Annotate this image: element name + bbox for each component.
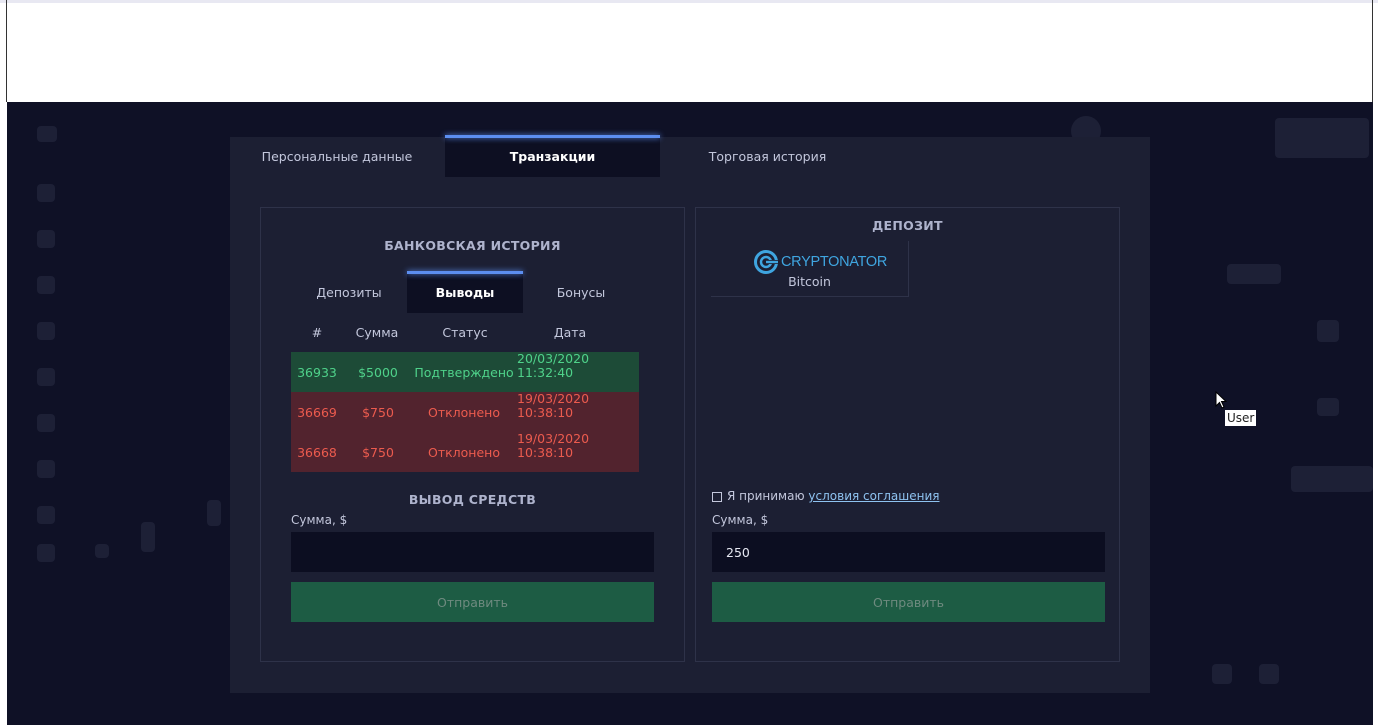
bg-sidebar-icon-5 (37, 368, 55, 386)
agree-text: Я принимаю (727, 489, 805, 503)
row-id: 36668 (297, 444, 337, 460)
column-header-amount: Сумма (355, 325, 399, 340)
subtab-deposits[interactable]: Депозиты (316, 285, 382, 300)
window-edge-left (6, 0, 7, 102)
deposit-amount-input[interactable] (712, 532, 1105, 572)
top-strip (0, 0, 1378, 3)
bg-chart-mark-2 (141, 522, 155, 552)
withdraw-amount-label: Сумма, $ (291, 513, 348, 527)
subtab-bonuses[interactable]: Бонусы (556, 285, 606, 300)
row-date-time: 11:32:40 (517, 365, 574, 380)
deposit-submit-button[interactable]: Отправить (712, 582, 1105, 622)
tab-personal-data[interactable]: Персональные данные (261, 149, 413, 164)
table-row: 36668 $750 Отклонено 19/03/2020 10:38:10 (291, 432, 639, 472)
bg-header-button (1275, 118, 1369, 158)
row-date-day: 19/03/2020 (517, 391, 590, 406)
row-date-day: 19/03/2020 (517, 431, 590, 446)
row-id: 36933 (297, 364, 337, 380)
row-id: 36669 (297, 404, 337, 420)
cryptonator-icon (754, 250, 779, 274)
column-header-status: Статус (442, 325, 488, 340)
window-edge-right (1372, 0, 1373, 102)
table-row: 36933 $5000 Подтверждено 20/03/2020 11:3… (291, 352, 639, 392)
row-status: Отклонено (428, 404, 500, 420)
deposit-amount-label: Сумма, $ (712, 513, 769, 527)
window-edge (1373, 102, 1378, 725)
agree-label: Я принимаю условия соглашения (727, 489, 940, 503)
bg-sidebar-icon-2 (37, 230, 55, 248)
cryptonator-logo: CRYPTONATOR (753, 249, 887, 275)
bg-sidebar-icon-6 (37, 414, 55, 432)
bg-bottom-icon-2 (1259, 664, 1279, 684)
bg-right-icon-1 (1317, 320, 1339, 342)
row-amount: $5000 (358, 364, 398, 380)
cryptonator-logo-text: CRYPTONATOR (781, 254, 888, 270)
row-date-time: 10:38:10 (517, 445, 574, 460)
bg-sidebar-icon-1 (37, 184, 55, 202)
bg-menu-icon (37, 126, 57, 142)
browser-top-area (0, 0, 1378, 102)
row-date: 19/03/2020 10:38:10 (517, 392, 627, 432)
row-amount: $750 (362, 404, 394, 420)
column-header-date: Дата (553, 325, 587, 340)
bg-sidebar-icon-8 (37, 506, 55, 524)
bg-chart-mark-1 (95, 544, 109, 558)
payment-method-name: Bitcoin (788, 274, 831, 289)
row-date: 19/03/2020 10:38:10 (517, 432, 627, 472)
agree-checkbox[interactable] (712, 492, 722, 502)
row-status: Подтверждено (414, 364, 514, 380)
account-modal: Персональные данные Транзакции Торговая … (230, 135, 1150, 693)
bg-sidebar-icon-4 (37, 322, 55, 340)
deposit-panel: ДЕПОЗИТ CRYPTONATOR Bitcoin Я принимаю у… (695, 207, 1120, 662)
mouse-cursor-icon (1215, 391, 1227, 409)
bg-price-tag (1227, 264, 1281, 284)
row-status: Отклонено (428, 444, 500, 460)
agreement-terms-link[interactable]: условия соглашения (808, 489, 940, 503)
withdraw-amount-input[interactable] (291, 532, 654, 572)
payment-method-card[interactable]: CRYPTONATOR Bitcoin (711, 241, 909, 297)
bank-history-title: БАНКОВСКАЯ ИСТОРИЯ (384, 238, 561, 253)
table-row: 36669 $750 Отклонено 19/03/2020 10:38:10 (291, 392, 639, 432)
bg-bottom-icon-1 (1212, 664, 1232, 684)
tab-transactions[interactable]: Транзакции (445, 135, 660, 177)
deposit-title: ДЕПОЗИТ (872, 218, 943, 233)
cursor-tooltip: User (1225, 410, 1257, 426)
bg-sidebar-icon-9 (37, 544, 55, 562)
row-date: 20/03/2020 11:32:40 (517, 352, 627, 392)
bg-sidebar-icon-7 (37, 460, 55, 478)
tab-trade-history[interactable]: Торговая история (708, 149, 827, 164)
row-date-time: 10:38:10 (517, 405, 574, 420)
row-amount: $750 (362, 444, 394, 460)
withdraw-submit-button[interactable]: Отправить (291, 582, 654, 622)
bg-chart-mark-3 (207, 500, 221, 526)
subtab-withdrawals[interactable]: Выводы (407, 271, 523, 313)
withdraw-title: ВЫВОД СРЕДСТВ (408, 492, 537, 507)
column-header-id: # (311, 325, 323, 340)
bg-right-icon-2 (1317, 398, 1339, 416)
bg-sidebar-icon-3 (37, 276, 55, 294)
row-date-day: 20/03/2020 (517, 351, 590, 366)
bg-side-button (1291, 466, 1373, 492)
bank-history-panel: БАНКОВСКАЯ ИСТОРИЯ Депозиты Выводы Бонус… (260, 207, 685, 662)
